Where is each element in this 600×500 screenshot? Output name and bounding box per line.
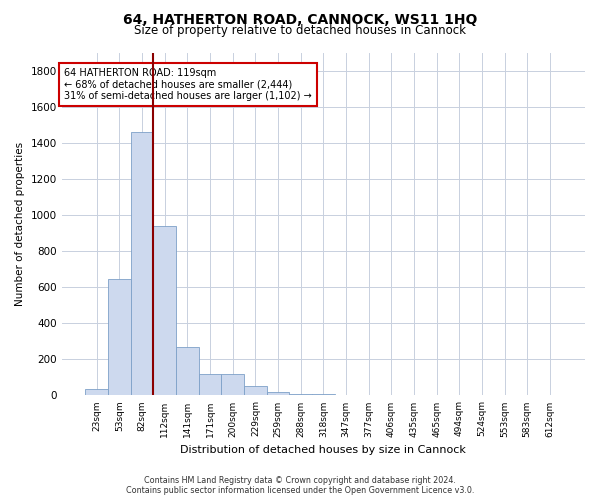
- Bar: [131, 132, 154, 396]
- Bar: [108, 279, 131, 396]
- Bar: [312, 394, 335, 396]
- Bar: [266, 392, 289, 396]
- Bar: [199, 374, 221, 396]
- Bar: [221, 374, 244, 396]
- Text: Size of property relative to detached houses in Cannock: Size of property relative to detached ho…: [134, 24, 466, 37]
- Y-axis label: Number of detached properties: Number of detached properties: [15, 142, 25, 306]
- Text: 64 HATHERTON ROAD: 119sqm
← 68% of detached houses are smaller (2,444)
31% of se: 64 HATHERTON ROAD: 119sqm ← 68% of detac…: [64, 68, 312, 101]
- Bar: [154, 226, 176, 396]
- Bar: [85, 388, 108, 396]
- Bar: [176, 346, 199, 396]
- Text: 64, HATHERTON ROAD, CANNOCK, WS11 1HQ: 64, HATHERTON ROAD, CANNOCK, WS11 1HQ: [123, 12, 477, 26]
- Text: Contains HM Land Registry data © Crown copyright and database right 2024.
Contai: Contains HM Land Registry data © Crown c…: [126, 476, 474, 495]
- Bar: [244, 386, 266, 396]
- X-axis label: Distribution of detached houses by size in Cannock: Distribution of detached houses by size …: [181, 445, 466, 455]
- Bar: [289, 394, 312, 396]
